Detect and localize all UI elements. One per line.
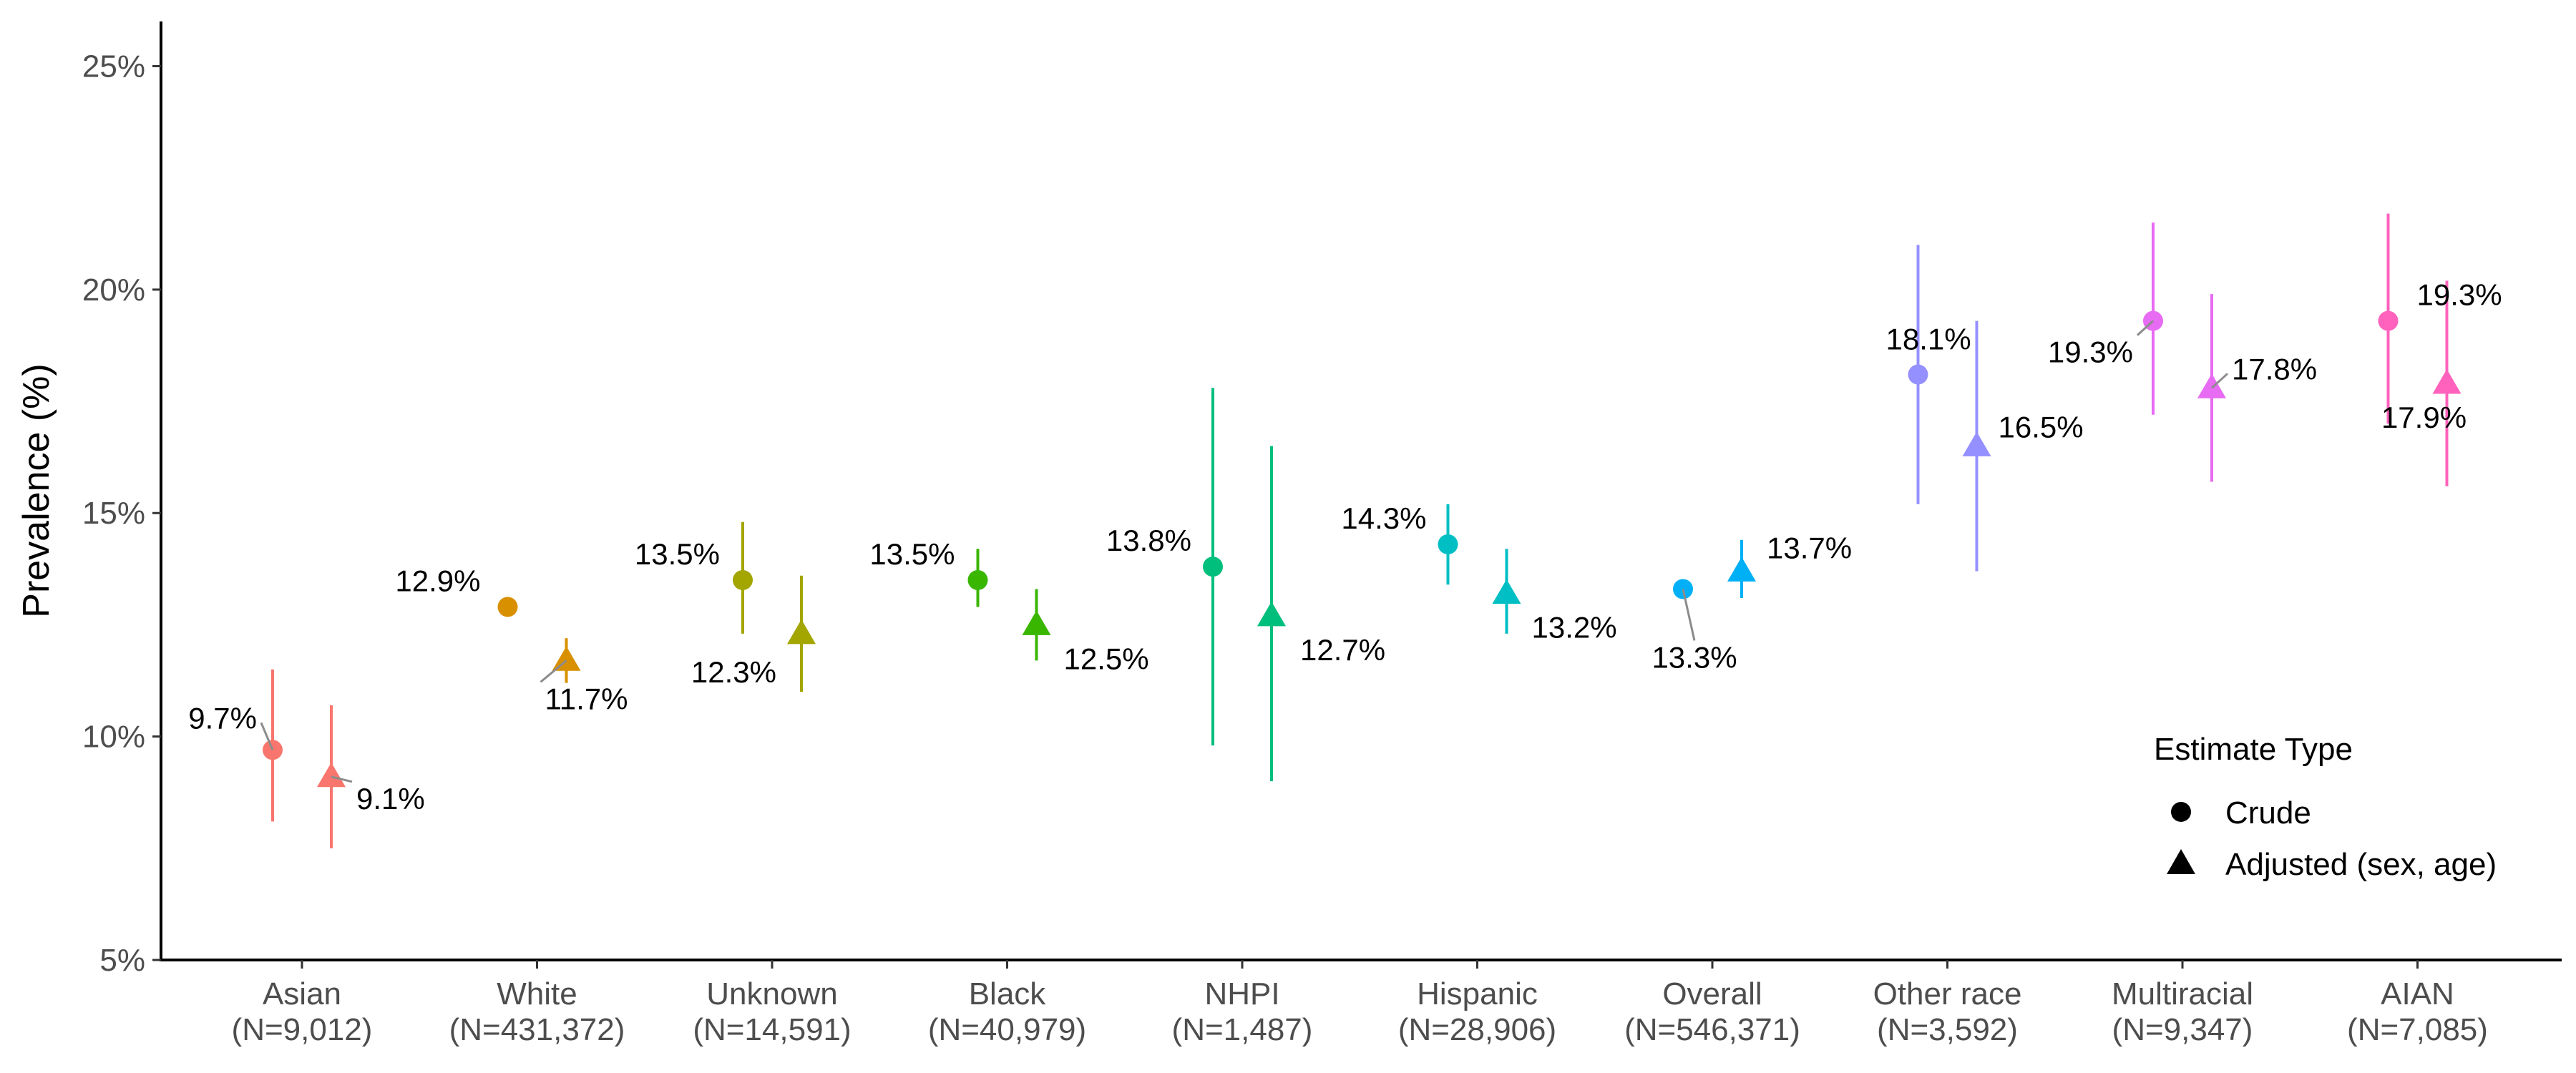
x-tick-label: Unknown bbox=[706, 976, 837, 1011]
adjusted-point bbox=[1257, 601, 1286, 627]
data-labels: 9.7% 9.1% 12.9% 11.7% 13.5% 12.3% 13.5% 12.5% 13… bbox=[188, 278, 2502, 815]
crude-value-label: 13.5% bbox=[635, 537, 720, 571]
adjusted-point bbox=[317, 762, 346, 788]
x-tick-label: Overall bbox=[1662, 976, 1762, 1011]
x-tick-label: Asian bbox=[263, 976, 341, 1011]
legend-entry-label: Adjusted (sex, age) bbox=[2225, 847, 2497, 882]
crude-value-label: 13.8% bbox=[1106, 524, 1191, 557]
label-leader-line bbox=[331, 775, 353, 783]
adjusted-point bbox=[552, 646, 581, 671]
x-tick-sample-size: (N=9,012) bbox=[232, 1012, 373, 1047]
chart-marks bbox=[263, 213, 2462, 848]
x-tick-label: White bbox=[497, 976, 577, 1011]
adjusted-value-label: 12.7% bbox=[1300, 633, 1385, 667]
x-tick-label: Other race bbox=[1873, 976, 2022, 1011]
adjusted-value-label: 17.9% bbox=[2381, 401, 2467, 434]
x-tick-label: Multiracial bbox=[2112, 976, 2253, 1011]
y-tick-label: 15% bbox=[82, 496, 145, 531]
crude-value-label: 13.5% bbox=[869, 537, 955, 571]
adjusted-point bbox=[787, 619, 816, 645]
crude-value-label: 13.3% bbox=[1652, 640, 1737, 674]
adjusted-point bbox=[1962, 431, 1991, 456]
x-tick-label: AIAN bbox=[2381, 976, 2454, 1011]
crude-point bbox=[497, 597, 518, 617]
x-tick-sample-size: (N=546,371) bbox=[1624, 1012, 1800, 1047]
y-axis-title: Prevalence (%) bbox=[16, 363, 57, 617]
y-tick-label: 5% bbox=[99, 943, 145, 978]
x-tick-sample-size: (N=40,979) bbox=[928, 1012, 1086, 1047]
crude-value-label: 12.9% bbox=[395, 564, 480, 597]
adjusted-point bbox=[2197, 373, 2226, 398]
label-leader-line bbox=[260, 722, 274, 750]
x-tick-sample-size: (N=28,906) bbox=[1398, 1012, 1556, 1047]
x-tick-label: Black bbox=[969, 976, 1047, 1011]
label-leader-line bbox=[2210, 373, 2229, 389]
x-tick-label: Hispanic bbox=[1417, 976, 1538, 1011]
legend-triangle-icon bbox=[2167, 849, 2195, 874]
adjusted-value-label: 13.2% bbox=[1532, 611, 1617, 645]
y-tick-label: 10% bbox=[82, 720, 145, 755]
crude-value-label: 14.3% bbox=[1341, 501, 1426, 535]
y-tick-label: 20% bbox=[82, 273, 145, 308]
crude-point bbox=[1438, 534, 1458, 554]
crude-point bbox=[967, 569, 988, 590]
x-tick-sample-size: (N=14,591) bbox=[693, 1012, 851, 1047]
legend-circle-icon bbox=[2171, 802, 2191, 822]
label-leader-line bbox=[1682, 589, 1696, 641]
adjusted-value-label: 16.5% bbox=[1999, 411, 2084, 444]
x-tick-label: NHPI bbox=[1204, 976, 1279, 1011]
adjusted-point bbox=[1492, 579, 1521, 604]
adjusted-value-label: 13.7% bbox=[1767, 531, 1852, 564]
axes: 5% 10% 15% 20% 25% Prevalence (%) Asian(N=9,01… bbox=[16, 21, 2562, 1047]
legend: Estimate Type Crude Adjusted (sex, age) bbox=[2154, 732, 2497, 882]
x-tick-sample-size: (N=431,372) bbox=[449, 1012, 625, 1047]
x-tick-sample-size: (N=1,487) bbox=[1172, 1012, 1313, 1047]
y-tick-label: 25% bbox=[82, 49, 145, 84]
crude-value-label: 19.3% bbox=[2417, 278, 2502, 312]
crude-value-label: 19.3% bbox=[2048, 335, 2133, 369]
crude-value-label: 9.7% bbox=[188, 701, 257, 735]
crude-point bbox=[1203, 557, 1223, 577]
x-tick-sample-size: (N=3,592) bbox=[1877, 1012, 2018, 1047]
crude-point bbox=[2378, 310, 2399, 331]
adjusted-value-label: 12.5% bbox=[1064, 642, 1149, 675]
crude-point bbox=[733, 569, 753, 590]
x-tick-sample-size: (N=7,085) bbox=[2347, 1012, 2488, 1047]
label-leader-line bbox=[2136, 320, 2155, 336]
adjusted-value-label: 17.8% bbox=[2232, 352, 2317, 386]
legend-entry-label: Crude bbox=[2225, 795, 2311, 831]
adjusted-value-label: 12.3% bbox=[691, 655, 776, 689]
label-leader-line bbox=[540, 660, 567, 683]
x-tick-sample-size: (N=9,347) bbox=[2112, 1012, 2253, 1047]
crude-point bbox=[1908, 364, 1928, 385]
legend-title: Estimate Type bbox=[2154, 732, 2353, 767]
adjusted-value-label: 11.7% bbox=[545, 682, 628, 715]
crude-value-label: 18.1% bbox=[1886, 323, 1971, 356]
adjusted-point bbox=[1727, 557, 1756, 582]
adjusted-point bbox=[2432, 369, 2462, 394]
adjusted-value-label: 9.1% bbox=[356, 782, 425, 815]
adjusted-point bbox=[1022, 610, 1051, 635]
